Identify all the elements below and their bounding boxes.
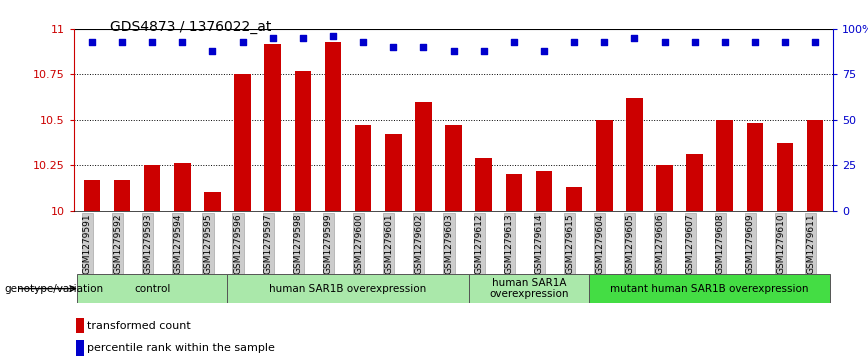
Point (597, 39, 611, 45)
Bar (234, 74, 251, 211)
Point (537, 48, 551, 54)
Text: GSM1279610: GSM1279610 (776, 214, 785, 274)
Text: mutant human SAR1B overexpression: mutant human SAR1B overexpression (610, 284, 809, 294)
Bar (807, 120, 824, 211)
Point (175, 39, 189, 45)
Text: GSM1279604: GSM1279604 (595, 214, 604, 274)
Point (748, 39, 762, 45)
Text: transformed count: transformed count (88, 321, 191, 331)
Bar (385, 134, 402, 211)
Text: GSM1279608: GSM1279608 (716, 214, 725, 274)
Point (477, 48, 490, 54)
Text: GSM1279592: GSM1279592 (113, 214, 122, 274)
Bar (505, 174, 522, 211)
Point (206, 48, 220, 54)
Text: GSM1279605: GSM1279605 (625, 214, 635, 274)
Text: GSM1279600: GSM1279600 (354, 214, 363, 274)
Point (115, 39, 129, 45)
FancyBboxPatch shape (76, 274, 227, 303)
Text: GSM1279612: GSM1279612 (475, 214, 483, 274)
Point (778, 39, 792, 45)
FancyBboxPatch shape (469, 274, 589, 303)
Text: genotype/variation: genotype/variation (4, 284, 103, 294)
Bar (355, 125, 372, 211)
Bar (114, 180, 130, 211)
Bar (566, 187, 582, 211)
Point (687, 39, 701, 45)
Text: GSM1279597: GSM1279597 (264, 214, 273, 274)
Point (658, 39, 672, 45)
Text: human SAR1B overexpression: human SAR1B overexpression (269, 284, 427, 294)
Text: control: control (134, 284, 170, 294)
Point (296, 35, 310, 41)
Text: GSM1279607: GSM1279607 (686, 214, 694, 274)
Text: GSM1279609: GSM1279609 (746, 214, 755, 274)
Bar (83, 180, 100, 211)
Text: GSM1279611: GSM1279611 (806, 214, 815, 274)
Point (567, 39, 581, 45)
Text: GSM1279602: GSM1279602 (414, 214, 424, 274)
Bar (746, 123, 763, 211)
Text: GSM1279593: GSM1279593 (143, 214, 152, 274)
Point (356, 39, 370, 45)
Point (85, 39, 99, 45)
Text: GSM1279595: GSM1279595 (203, 214, 213, 274)
Point (386, 44, 400, 50)
Bar (687, 154, 703, 211)
Bar (144, 165, 161, 211)
Point (326, 33, 340, 39)
Text: GDS4873 / 1376022_at: GDS4873 / 1376022_at (110, 20, 272, 34)
Text: GSM1279596: GSM1279596 (233, 214, 242, 274)
Bar (626, 98, 642, 211)
Point (417, 44, 431, 50)
Point (235, 39, 249, 45)
Bar (656, 165, 673, 211)
Bar (174, 163, 191, 211)
Bar (294, 71, 311, 211)
Point (718, 39, 732, 45)
Text: GSM1279591: GSM1279591 (82, 214, 92, 274)
Bar (76, 318, 83, 333)
Text: human SAR1A
overexpression: human SAR1A overexpression (490, 278, 569, 299)
Text: percentile rank within the sample: percentile rank within the sample (88, 343, 275, 353)
Bar (596, 120, 613, 211)
Bar (76, 340, 83, 356)
Bar (536, 171, 552, 211)
Bar (445, 125, 462, 211)
Bar (204, 192, 220, 211)
Point (628, 35, 641, 41)
Text: GSM1279613: GSM1279613 (505, 214, 514, 274)
Bar (415, 102, 431, 211)
Point (446, 48, 460, 54)
Point (145, 39, 159, 45)
Bar (716, 120, 733, 211)
Text: GSM1279598: GSM1279598 (294, 214, 303, 274)
Text: GSM1279615: GSM1279615 (565, 214, 574, 274)
Point (266, 35, 279, 41)
FancyBboxPatch shape (589, 274, 831, 303)
Bar (777, 143, 793, 211)
Bar (265, 44, 281, 211)
Text: GSM1279606: GSM1279606 (655, 214, 665, 274)
Text: GSM1279614: GSM1279614 (535, 214, 544, 274)
Text: GSM1279599: GSM1279599 (324, 214, 333, 274)
Point (808, 39, 822, 45)
Point (507, 39, 521, 45)
Text: GSM1279594: GSM1279594 (174, 214, 182, 274)
Bar (325, 42, 341, 211)
Bar (476, 158, 492, 211)
Text: GSM1279601: GSM1279601 (385, 214, 393, 274)
Text: GSM1279603: GSM1279603 (444, 214, 453, 274)
FancyBboxPatch shape (227, 274, 469, 303)
